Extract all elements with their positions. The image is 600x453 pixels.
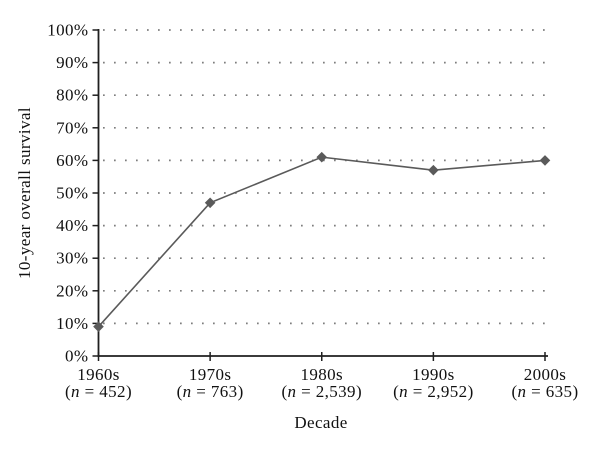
- x-category-label: 1990s: [412, 365, 455, 384]
- y-tick-label: 20%: [56, 281, 88, 300]
- y-tick-label: 60%: [56, 151, 88, 170]
- y-axis-title: 10-year overall survival: [15, 107, 34, 279]
- x-n-label: (n = 763): [177, 382, 244, 401]
- y-tick-label: 50%: [56, 184, 88, 203]
- x-category-label: 2000s: [524, 365, 567, 384]
- data-point-1980s: [316, 151, 328, 163]
- x-n-label: (n = 452): [65, 382, 132, 401]
- y-tick-label: 70%: [56, 118, 88, 137]
- x-category-label: 1960s: [77, 365, 120, 384]
- y-tick-label: 30%: [56, 249, 88, 268]
- x-category-label: 1970s: [189, 365, 232, 384]
- survival-line: [97, 156, 546, 328]
- data-point-1960s: [93, 321, 104, 332]
- x-category-label: 1980s: [300, 365, 343, 384]
- y-tick-label: 10%: [56, 314, 88, 333]
- x-n-label: (n = 2,539): [281, 382, 362, 401]
- y-tick-label: 90%: [56, 53, 88, 72]
- y-tick-label: 100%: [47, 21, 88, 40]
- y-tick-label: 0%: [65, 347, 88, 366]
- x-n-label: (n = 2,952): [393, 382, 474, 401]
- data-point-1970s: [204, 197, 216, 209]
- data-point-2000s: [539, 155, 551, 166]
- data-point-1990s: [428, 164, 439, 176]
- x-axis-title: Decade: [294, 413, 348, 432]
- y-tick-label: 80%: [56, 86, 88, 105]
- x-n-label: (n = 635): [511, 382, 578, 401]
- y-tick-label: 40%: [56, 216, 88, 235]
